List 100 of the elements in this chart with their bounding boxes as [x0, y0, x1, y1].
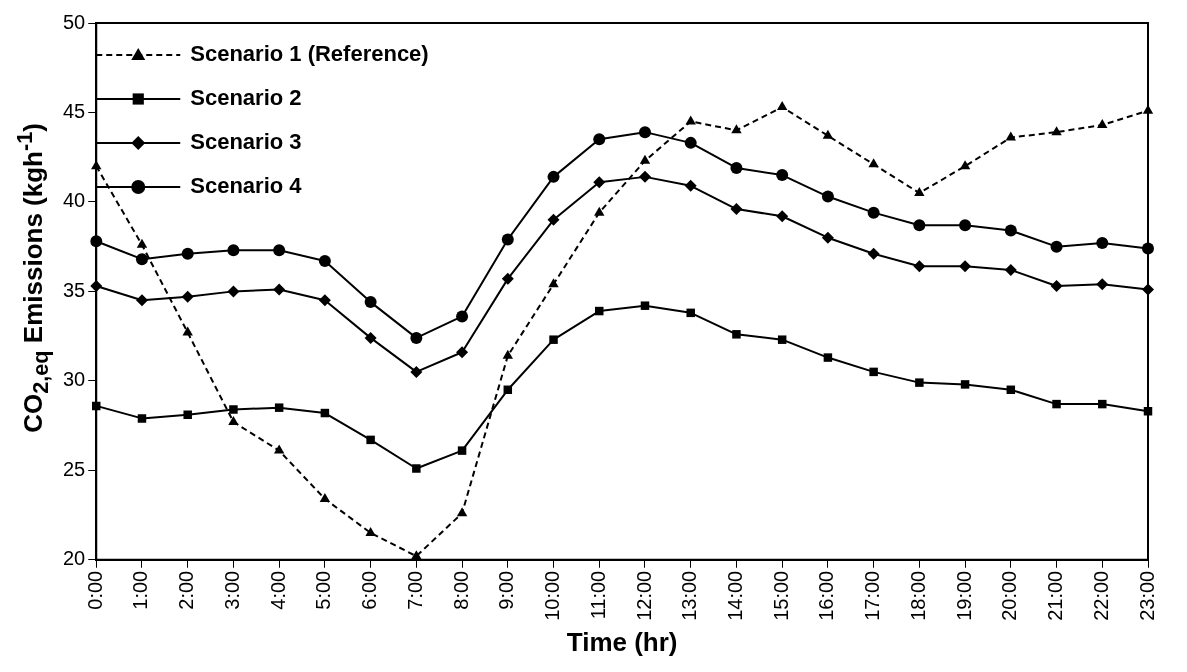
point — [913, 219, 926, 232]
point — [364, 331, 377, 344]
point — [182, 326, 193, 336]
point — [685, 115, 696, 125]
point — [867, 206, 880, 219]
y-tick-label: 30 — [63, 368, 86, 391]
x-tick-label: 6:00 — [358, 570, 381, 610]
y-tick-label: 40 — [63, 189, 86, 212]
point — [1052, 399, 1061, 409]
x-tick-label: 18:00 — [906, 570, 929, 621]
x-tick-label: 16:00 — [815, 570, 838, 621]
y-tick-label: 35 — [63, 278, 86, 301]
point — [412, 464, 421, 473]
legend-label: Scenario 4 — [190, 173, 303, 199]
point — [547, 170, 560, 183]
x-tick-label: 9:00 — [495, 570, 518, 610]
point — [959, 219, 972, 232]
point — [181, 290, 194, 303]
point — [502, 349, 513, 359]
x-tick-label: 8:00 — [449, 570, 472, 610]
point — [914, 186, 925, 196]
point — [640, 301, 650, 310]
point — [869, 367, 878, 377]
point — [501, 233, 514, 246]
x-tick-label: 17:00 — [861, 570, 884, 621]
point — [548, 278, 559, 288]
x-tick-label: 3:00 — [220, 570, 243, 610]
point — [274, 403, 284, 412]
point — [181, 247, 194, 260]
x-tick-label: 22:00 — [1089, 570, 1112, 621]
point — [411, 550, 422, 560]
x-tick-label: 0:00 — [83, 570, 106, 610]
point — [686, 308, 695, 318]
point — [135, 253, 148, 266]
point — [730, 161, 743, 174]
point — [1096, 237, 1109, 250]
point — [135, 294, 148, 307]
point — [410, 331, 423, 344]
point — [915, 378, 924, 387]
point — [639, 154, 651, 164]
point — [595, 306, 604, 316]
point — [959, 260, 972, 273]
x-tick-label: 23:00 — [1135, 570, 1158, 621]
x-tick-label: 21:00 — [1044, 570, 1067, 621]
legend-label: Scenario 1 (Reference) — [190, 41, 429, 67]
point — [684, 136, 697, 149]
x-tick-label: 19:00 — [952, 570, 975, 621]
point — [549, 335, 558, 344]
legend-label: Scenario 3 — [190, 129, 302, 155]
y-tick-label: 20 — [63, 547, 86, 570]
point — [732, 330, 741, 339]
point — [777, 335, 787, 344]
point — [456, 310, 469, 323]
point — [593, 176, 606, 189]
point — [959, 160, 971, 170]
x-tick-label: 10:00 — [541, 570, 564, 621]
point — [594, 206, 605, 216]
point — [457, 446, 467, 455]
point — [229, 405, 238, 414]
point — [731, 124, 742, 134]
point — [410, 365, 423, 378]
point — [638, 170, 651, 183]
point — [1051, 126, 1062, 136]
point — [456, 346, 469, 359]
point — [364, 296, 377, 309]
x-tick-label: 7:00 — [403, 570, 426, 610]
point — [821, 231, 834, 244]
x-tick-label: 12:00 — [632, 570, 655, 621]
point — [273, 244, 286, 257]
point — [273, 283, 286, 296]
point — [776, 210, 789, 223]
point — [593, 133, 606, 146]
x-tick-label: 11:00 — [586, 570, 609, 620]
point — [822, 129, 834, 139]
point — [366, 435, 375, 445]
y-tick-label: 25 — [63, 457, 86, 480]
x-tick-label: 14:00 — [723, 570, 746, 621]
point — [227, 285, 240, 298]
x-tick-label: 1:00 — [129, 570, 152, 610]
point — [227, 244, 240, 257]
point — [365, 526, 376, 536]
point — [684, 179, 697, 192]
point — [913, 260, 926, 273]
point — [868, 158, 879, 168]
point — [1005, 131, 1017, 141]
point — [183, 410, 192, 420]
point — [501, 272, 514, 285]
point — [867, 247, 880, 260]
x-tick-label: 2:00 — [175, 570, 198, 610]
point — [730, 203, 743, 216]
x-tick-label: 4:00 — [266, 570, 289, 610]
point — [1096, 278, 1109, 291]
point — [318, 294, 331, 307]
point — [1050, 240, 1063, 253]
point — [1004, 263, 1017, 276]
point — [319, 492, 331, 502]
x-axis-title: Time (hr) — [566, 626, 678, 657]
x-tick-label: 13:00 — [678, 570, 701, 621]
y-tick-label: 50 — [63, 10, 86, 33]
point — [1097, 118, 1108, 128]
